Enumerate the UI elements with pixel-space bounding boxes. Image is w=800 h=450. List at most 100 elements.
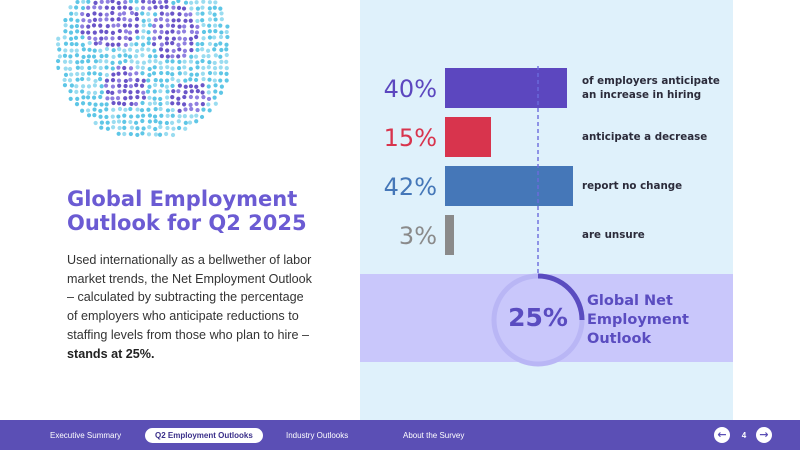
globe-dot	[75, 77, 80, 82]
globe-dot	[164, 131, 169, 137]
globe-dot	[177, 83, 182, 88]
globe-dot	[206, 65, 211, 70]
globe-dot	[92, 83, 98, 88]
globe-dot	[81, 0, 86, 4]
globe-dot	[164, 84, 169, 89]
globe-dot	[146, 30, 151, 35]
globe-dot	[219, 59, 224, 64]
globe-dot	[86, 71, 92, 76]
globe-dot	[169, 120, 175, 125]
globe-dot	[111, 48, 116, 53]
globe-dot	[99, 120, 105, 125]
globe-dot	[177, 24, 182, 29]
globe-dot	[81, 18, 86, 23]
globe-dot	[117, 47, 122, 52]
globe-dot	[105, 126, 111, 131]
globe-dot	[153, 54, 158, 59]
globe-dot	[81, 54, 86, 60]
globe-dot	[74, 23, 80, 29]
globe-dot	[165, 65, 170, 70]
nav-q2-employment-outlooks[interactable]: Q2 Employment Outlooks	[145, 428, 263, 443]
globe-dot	[207, 0, 212, 5]
globe-dot	[195, 47, 200, 53]
globe-dot	[67, 78, 73, 83]
globe-dot	[147, 119, 152, 124]
globe-dot	[111, 72, 116, 77]
globe-dot	[104, 53, 109, 59]
globe-dot	[189, 29, 195, 34]
globe-dot	[147, 54, 153, 59]
arrow-right-icon[interactable]: →	[756, 427, 772, 443]
globe-dot	[98, 114, 103, 119]
globe-dot	[104, 17, 109, 22]
globe-dot	[177, 47, 182, 52]
globe-dot	[206, 48, 211, 53]
globe-dot	[105, 24, 110, 29]
globe-dot	[157, 0, 163, 5]
globe-dot	[152, 29, 158, 34]
globe-dot	[189, 6, 194, 11]
globe-dot	[135, 114, 140, 119]
globe-dot	[188, 84, 194, 89]
globe-dot	[165, 54, 170, 59]
globe-dot	[225, 24, 230, 29]
globe-dot	[151, 71, 157, 76]
globe-dot	[80, 30, 85, 35]
globe-dot	[200, 41, 205, 47]
globe-dot	[68, 54, 73, 59]
globe-dot	[105, 89, 111, 95]
globe-dot	[91, 23, 97, 28]
globe-dot	[218, 65, 223, 70]
globe-dot	[123, 83, 128, 89]
globe-dot	[117, 12, 122, 17]
globe-dot	[93, 36, 98, 41]
globe-dot	[123, 78, 128, 84]
globe-dot	[123, 58, 128, 64]
globe-dot	[62, 83, 68, 88]
globe-dot	[206, 54, 211, 59]
globe-dot	[68, 36, 74, 41]
globe-dot	[164, 41, 170, 46]
globe-dot	[159, 24, 164, 29]
globe-dot	[189, 89, 194, 94]
globe-dot	[93, 59, 99, 64]
globe-dot	[86, 5, 91, 10]
nav-about-the-survey[interactable]: About the Survey	[403, 431, 465, 440]
globe-dot	[74, 5, 79, 10]
globe-dot	[176, 18, 181, 23]
globe-dot	[62, 53, 68, 58]
globe-dot	[181, 6, 187, 11]
bar-description-3: are unsure	[582, 228, 732, 242]
bar-description-line: are unsure	[582, 229, 645, 241]
globe-dot	[213, 101, 218, 106]
globe-dot	[212, 47, 217, 52]
globe-dot	[69, 48, 74, 53]
nav-industry-outlooks[interactable]: Industry Outlooks	[286, 431, 349, 440]
globe-dot	[153, 119, 158, 124]
globe-dot	[75, 65, 80, 70]
globe-dot	[213, 89, 218, 94]
globe-dot	[123, 71, 128, 76]
globe-dot	[177, 12, 182, 17]
globe-dot	[117, 60, 123, 65]
globe-dot	[55, 58, 61, 64]
globe-dot	[98, 40, 103, 46]
globe-dot	[110, 96, 115, 101]
arrow-left-icon[interactable]: ←	[714, 427, 730, 443]
globe-dot	[104, 5, 109, 10]
globe-dot	[93, 41, 98, 46]
globe-dot	[81, 95, 86, 100]
nav-executive-summary[interactable]: Executive Summary	[50, 431, 122, 440]
globe-dot	[129, 101, 134, 107]
net-outlook-label-line-2: Employment	[587, 312, 689, 328]
globe-dot	[170, 72, 175, 77]
globe-dot	[111, 23, 116, 28]
globe-dot	[62, 35, 67, 40]
globe-dot	[152, 23, 157, 28]
globe-dot	[141, 23, 146, 28]
bar-40	[445, 68, 567, 108]
globe-dot	[158, 47, 164, 52]
bar-value-label-40: 40%	[383, 75, 437, 103]
globe-dot	[170, 76, 175, 82]
globe-dot	[176, 30, 181, 35]
